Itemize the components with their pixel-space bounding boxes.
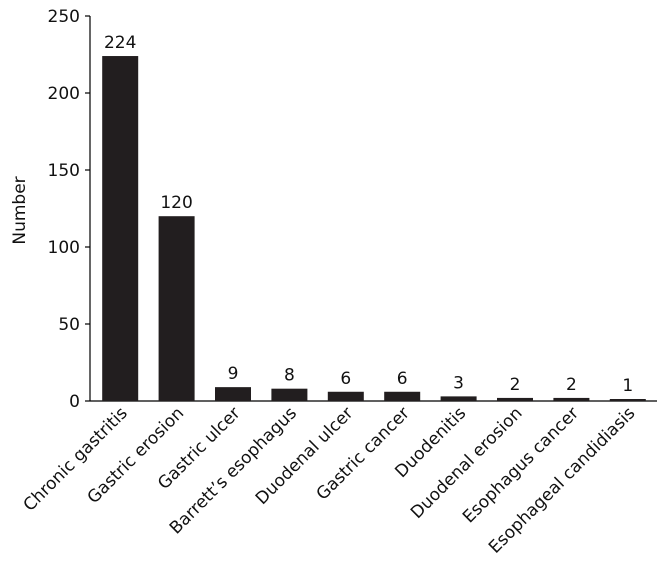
bar [158,216,195,401]
bar-value-label: 3 [453,373,464,393]
bar [384,391,421,401]
bar-value-label: 120 [160,193,192,213]
y-tick-label: 200 [48,84,80,104]
bar-value-label: 2 [510,375,521,395]
y-tick-label: 100 [48,238,80,258]
bar [609,399,646,401]
bar-value-label: 6 [397,369,408,389]
bar-value-label: 2 [566,375,577,395]
bar-value-label: 6 [340,369,351,389]
bar [271,388,308,401]
bar [497,397,533,401]
x-tick-label: Gastric erosion [84,403,189,508]
y-tick-label: 50 [58,315,80,335]
bar-value-label: 1 [622,376,633,396]
y-tick-label: 250 [48,7,80,27]
bar [102,56,139,401]
bar-value-label: 9 [228,364,239,384]
bar [553,397,590,401]
value-labels: 224 120 9 8 6 6 3 2 2 1 [104,33,633,396]
bar [327,391,364,401]
bar [215,387,251,401]
bar-value-label: 224 [104,33,136,53]
y-tick-label: 0 [69,392,80,412]
y-tick-label: 150 [48,161,80,181]
x-tick-label: Duodenal ulcer [252,403,357,508]
bar [440,396,477,401]
y-axis-label: Number [10,176,30,244]
y-ticks: 0 50 100 150 200 250 [48,7,90,412]
bars [102,56,646,401]
x-tick-label: Chronic gastritis [20,403,132,515]
bar-value-label: 8 [284,366,295,386]
